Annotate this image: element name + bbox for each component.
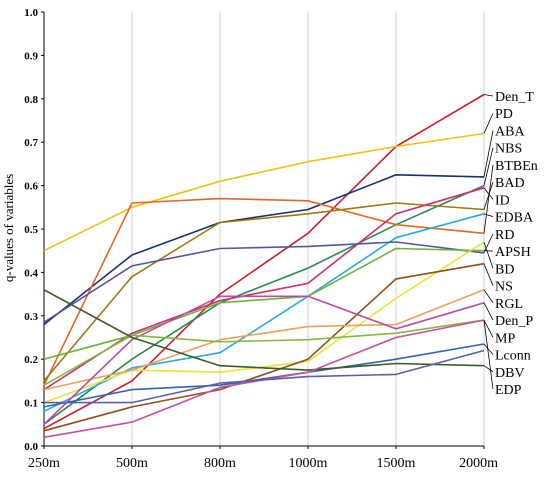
y-tick-labels: 0.0 0.1 0.2 0.3 0.4 0.5 0.6 0.7 0.8 0.9 1.0 (24, 7, 38, 453)
series-line-rd (43, 241, 485, 323)
legend-leader-aba (483, 130, 494, 177)
legend-label-rd: RD (495, 228, 514, 243)
legend-label-nbs: NBS (495, 142, 522, 157)
axes (41, 11, 485, 449)
y-tick-label: 0.4 (24, 267, 38, 279)
legend-leader-bad (483, 182, 494, 210)
x-tick-label: 1000m (289, 456, 328, 471)
y-tick-label: 0.6 (24, 181, 38, 193)
legend-label-pd: PD (495, 107, 513, 122)
legend-leader-bd (483, 241, 494, 269)
legend-label-edba: EDBA (495, 211, 534, 226)
legend-leader-edp (483, 320, 494, 390)
series-line-nbs (43, 184, 485, 425)
legend-label-bad: BAD (495, 176, 525, 191)
legend-leader-dbv (483, 365, 494, 373)
legend-label-id: ID (495, 193, 510, 208)
legend-label-btben: BTBEn (495, 159, 538, 174)
y-tick-label: 0.9 (24, 50, 38, 62)
series-line-pd (43, 132, 485, 252)
series-line-btben (43, 197, 485, 386)
y-tick-label: 1.0 (24, 7, 38, 19)
series-line-den-t (43, 93, 485, 430)
legend-leader-edba (483, 213, 494, 218)
y-tick-label: 0.1 (24, 398, 38, 410)
x-tick-label: 250m (28, 456, 60, 471)
series-line-den-p (43, 295, 485, 425)
series-line-ns (43, 262, 485, 432)
legend: Den_T PD ABA NBS BTBEn BAD ID EDBA RD APSH BD NS RGL… (483, 90, 538, 398)
series-line-lconn (43, 343, 485, 408)
y-tick-label: 0.2 (24, 354, 38, 366)
legend-leader-btben (483, 164, 494, 234)
legend-leader-rgl (483, 289, 494, 304)
legend-label-den-t: Den_T (495, 90, 534, 105)
x-tick-label: 500m (116, 456, 148, 471)
legend-leader-den-t (483, 94, 494, 97)
series-line-id (43, 187, 485, 391)
legend-leader-den-p (483, 302, 494, 321)
series-lines (43, 93, 485, 439)
legend-leader-ns (483, 263, 494, 286)
series-line-bd (43, 241, 485, 404)
y-tick-label: 0.3 (24, 311, 38, 323)
x-tick-labels: 250m 500m 800m 1000m 1500m 2000m (28, 456, 498, 471)
legend-label-ns: NS (495, 280, 513, 295)
series-line-mp (43, 319, 485, 386)
x-tick-label: 1500m (377, 456, 416, 471)
legend-label-mp: MP (495, 331, 515, 346)
legend-label-lconn: Lconn (495, 349, 531, 364)
series-line-bad (43, 202, 485, 382)
series-line-dbv (43, 289, 485, 371)
series-line-unlabeled (44, 349, 485, 404)
legend-label-aba: ABA (495, 124, 525, 139)
legend-label-den-p: Den_P (495, 314, 533, 329)
legend-label-rgl: RGL (495, 297, 523, 312)
x-tick-label: 800m (204, 456, 236, 471)
y-axis-label: q-values of variables (1, 174, 16, 282)
legend-leader-lconn (483, 343, 494, 355)
y-tick-label: 0.0 (24, 441, 38, 453)
y-tick-label: 0.8 (24, 94, 38, 106)
legend-leader-pd (483, 113, 494, 134)
legend-leader-nbs (483, 147, 494, 186)
legend-label-apsh: APSH (495, 245, 531, 260)
series-line-rgl (43, 289, 485, 391)
series-line-aba (43, 174, 485, 326)
y-tick-label: 0.7 (24, 137, 38, 149)
legend-leader-mp (483, 319, 494, 338)
vertical-gridlines (131, 12, 485, 446)
legend-label-bd: BD (495, 262, 514, 277)
legend-leader-rd (483, 233, 494, 254)
series-line-apsh (43, 247, 485, 360)
legend-label-dbv: DBV (495, 366, 525, 381)
legend-label-edp: EDP (495, 383, 522, 398)
legend-leader-id (483, 187, 494, 200)
x-tick-label: 2000m (459, 456, 498, 471)
y-tick-label: 0.5 (24, 224, 38, 236)
series-line-edba (43, 213, 485, 413)
